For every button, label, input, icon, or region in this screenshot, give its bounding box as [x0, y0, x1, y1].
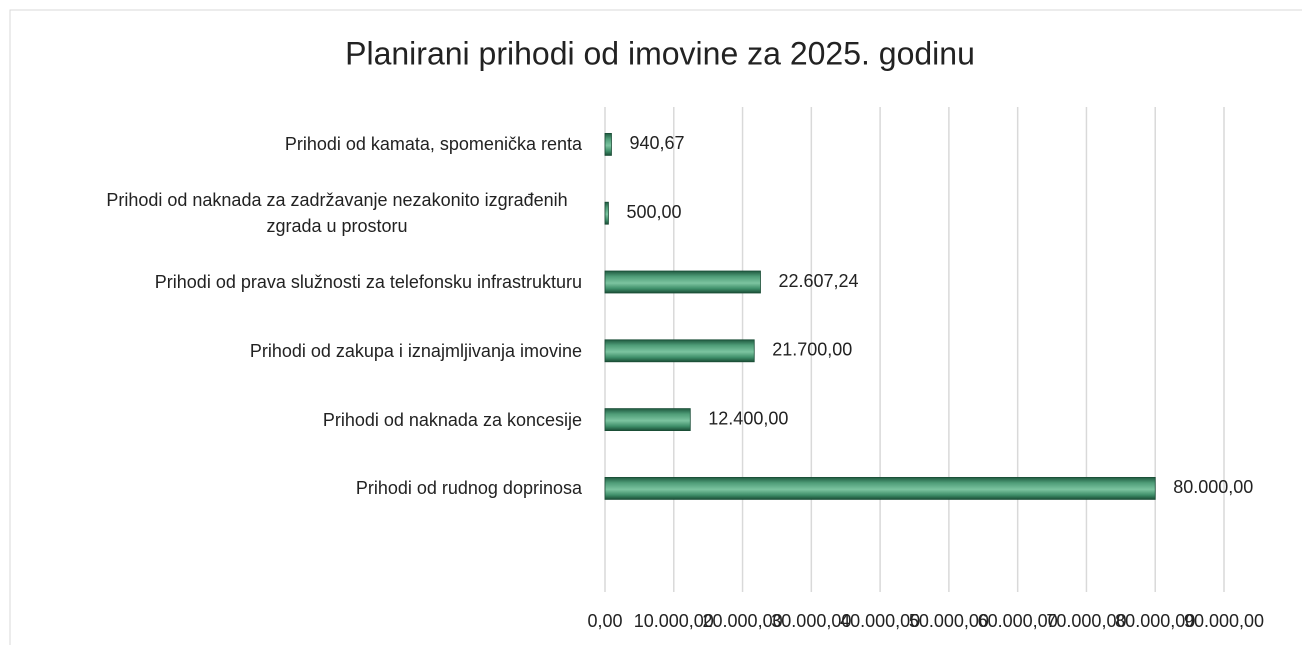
- x-tick-label: 70.000,00: [1046, 611, 1126, 631]
- category-label: Prihodi od prava služnosti za telefonsku…: [0, 269, 582, 295]
- x-tick-label: 10.000,00: [634, 611, 714, 631]
- x-tick-label: 0,00: [587, 611, 622, 631]
- x-tick-label: 20.000,00: [703, 611, 783, 631]
- x-tick-label: 80.000,00: [1115, 611, 1195, 631]
- category-text: Prihodi od naknada za zadržavanje nezako…: [106, 190, 568, 237]
- value-label: 80.000,00: [1173, 477, 1253, 497]
- category-text: Prihodi od prava služnosti za telefonsku…: [154, 272, 582, 292]
- value-label: 12.400,00: [708, 408, 788, 428]
- x-tick-label: 60.000,00: [978, 611, 1058, 631]
- chart-border: [9, 9, 1302, 645]
- bar: [604, 132, 612, 156]
- x-tick-label: 50.000,00: [909, 611, 989, 631]
- category-label: Prihodi od naknada za zadržavanje nezako…: [0, 187, 582, 239]
- bar: [604, 408, 691, 432]
- bar: [604, 201, 609, 225]
- category-text: Prihodi od rudnog doprinosa: [355, 478, 582, 499]
- value-label: 22.607,24: [778, 271, 858, 291]
- category-label: Prihodi od rudnog doprinosa: [0, 475, 582, 501]
- value-label: 21.700,00: [772, 340, 852, 360]
- bar: [604, 476, 1156, 500]
- chart-title: Planirani prihodi od imovine za 2025. go…: [345, 35, 975, 71]
- x-tick-label: 40.000,00: [840, 611, 920, 631]
- category-text: Prihodi od naknada za koncesije: [322, 409, 582, 430]
- value-label: 940,67: [629, 133, 684, 153]
- category-label: Prihodi od zakupa i iznajmljivanja imovi…: [0, 338, 582, 364]
- x-tick-label: 30.000,00: [771, 611, 851, 631]
- category-text: Prihodi od kamata, spomenička renta: [284, 134, 582, 155]
- bar: [604, 270, 761, 294]
- category-label: Prihodi od kamata, spomenička renta: [0, 131, 582, 157]
- x-tick-label: 90.000,00: [1184, 611, 1264, 631]
- category-text: Prihodi od zakupa i iznajmljivanja imovi…: [249, 340, 582, 361]
- bar: [604, 339, 755, 363]
- category-label: Prihodi od naknada za koncesije: [0, 407, 582, 433]
- value-label: 500,00: [626, 202, 681, 222]
